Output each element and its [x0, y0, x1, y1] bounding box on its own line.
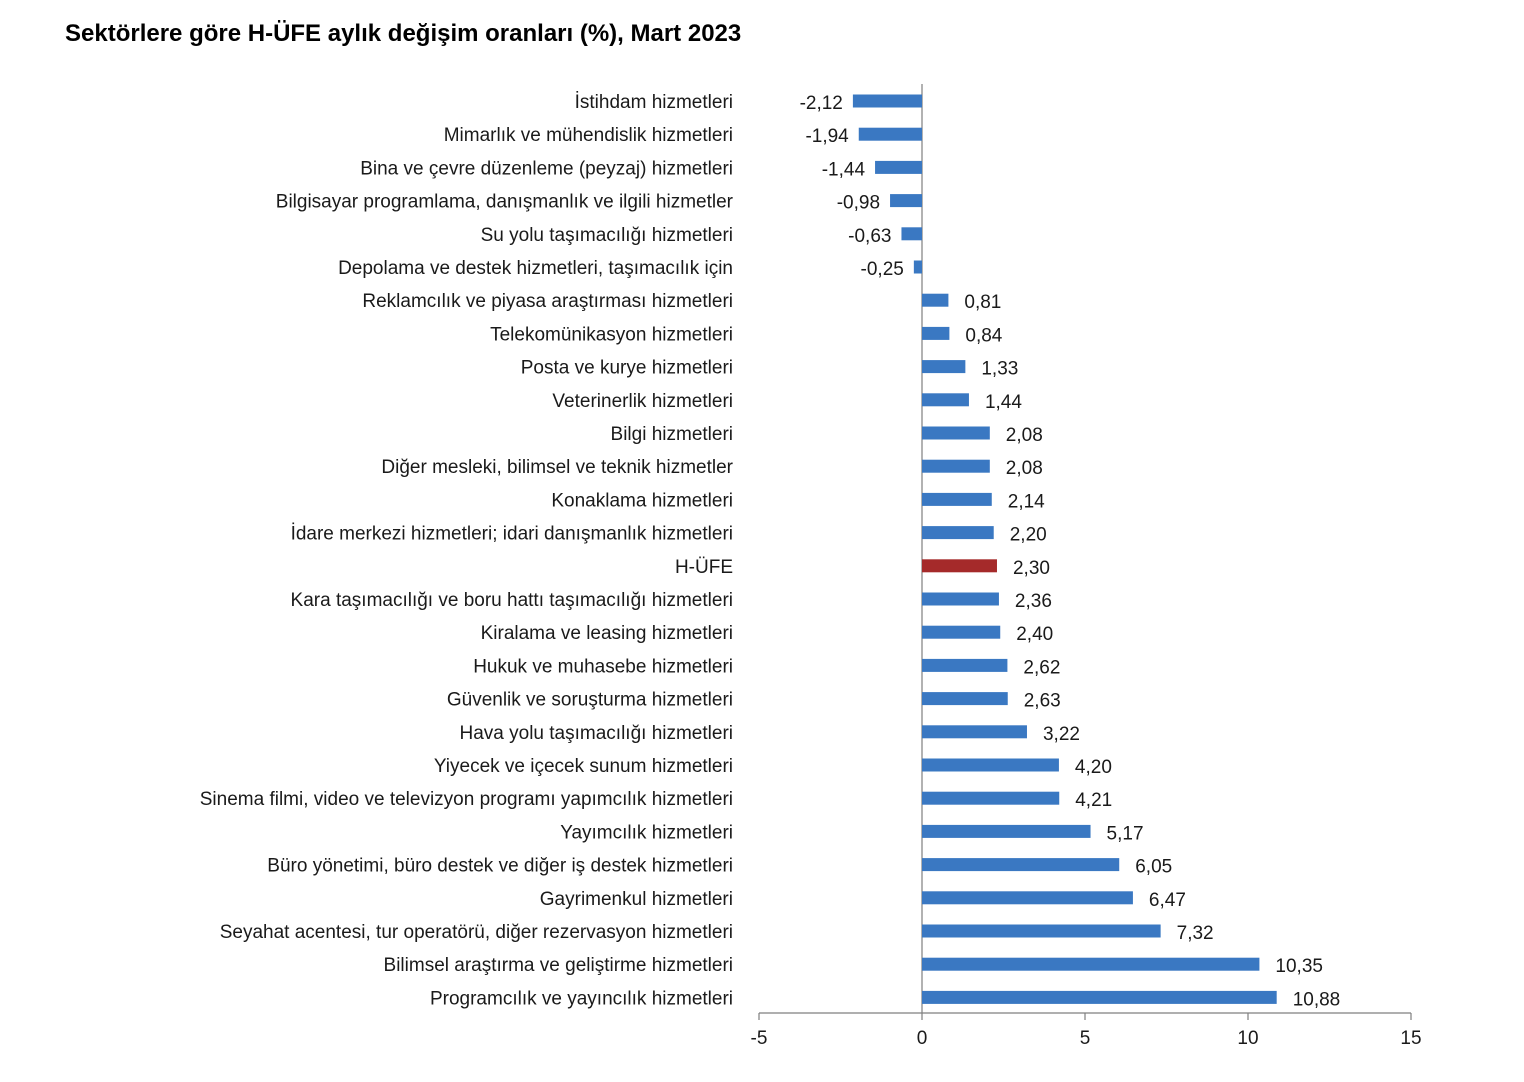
bar: [922, 459, 990, 473]
data-label: 4,20: [1075, 757, 1112, 778]
category-label: Programcılık ve yayıncılık hizmetleri: [430, 988, 733, 1009]
bar: [922, 824, 1091, 838]
data-label: 6,05: [1135, 857, 1172, 878]
category-label: Reklamcılık ve piyasa araştırması hizmet…: [362, 291, 733, 312]
bar: [913, 260, 922, 274]
data-label: -0,98: [837, 193, 880, 214]
x-tick-label: 10: [1237, 1028, 1258, 1049]
bar: [890, 194, 922, 208]
category-label: Telekomünikasyon hizmetleri: [490, 324, 733, 345]
data-label: 5,17: [1107, 823, 1144, 844]
data-label: 2,63: [1024, 691, 1061, 712]
data-label: 3,22: [1043, 724, 1080, 745]
bar: [922, 625, 1001, 639]
category-label: Posta ve kurye hizmetleri: [521, 358, 733, 379]
data-label: 0,84: [965, 325, 1002, 346]
data-label: 6,47: [1149, 890, 1186, 911]
bar: [922, 858, 1120, 872]
category-label: Depolama ve destek hizmetleri, taşımacıl…: [338, 258, 733, 279]
chart-title: Sektörlere göre H-ÜFE aylık değişim oran…: [65, 20, 742, 47]
bar: [922, 692, 1008, 706]
category-label: Diğer mesleki, bilimsel ve teknik hizmet…: [381, 457, 733, 478]
data-label: -0,25: [861, 259, 904, 280]
bar: [922, 492, 992, 506]
data-label: 2,30: [1013, 558, 1050, 579]
bar: [922, 360, 966, 374]
data-label: 2,08: [1006, 458, 1043, 479]
bar: [922, 924, 1161, 938]
category-label: Gayrimenkul hizmetleri: [540, 889, 733, 910]
bar: [922, 791, 1060, 805]
data-label: -1,44: [822, 159, 866, 180]
bar: [922, 293, 949, 307]
data-label: 1,44: [985, 392, 1022, 413]
category-label: Bilgi hizmetleri: [611, 424, 733, 445]
bar: [922, 526, 994, 540]
category-label: Seyahat acentesi, tur operatörü, diğer r…: [220, 922, 733, 943]
bar: [922, 326, 950, 340]
category-label: Konaklama hizmetleri: [551, 490, 733, 511]
x-tick-label: 5: [1080, 1028, 1091, 1049]
category-label: Bilimsel araştırma ve geliştirme hizmetl…: [384, 955, 733, 976]
category-label: Güvenlik ve soruşturma hizmetleri: [447, 690, 733, 711]
bar-highlight: [922, 559, 997, 573]
category-label: Bilgisayar programlama, danışmanlık ve i…: [276, 192, 734, 213]
bar: [852, 94, 922, 108]
category-label: H-ÜFE: [675, 557, 733, 578]
category-label: Veterinerlik hizmetleri: [552, 391, 733, 412]
category-label: Mimarlık ve mühendislik hizmetleri: [444, 125, 733, 146]
data-label: 10,35: [1275, 956, 1323, 977]
data-label: 1,33: [981, 359, 1018, 380]
bar: [922, 725, 1027, 739]
bar: [875, 160, 922, 174]
data-label: 0,81: [964, 292, 1001, 313]
data-label: 2,08: [1006, 425, 1043, 446]
category-label: Hava yolu taşımacılığı hizmetleri: [460, 723, 734, 744]
data-label: 2,36: [1015, 591, 1052, 612]
category-label: Kara taşımacılığı ve boru hattı taşımacı…: [291, 590, 733, 611]
x-tick-label: 15: [1400, 1028, 1421, 1049]
data-label: 10,88: [1293, 989, 1341, 1010]
category-label: Büro yönetimi, büro destek ve diğer iş d…: [267, 856, 733, 877]
bar: [922, 592, 999, 606]
bar: [922, 426, 990, 440]
bar: [922, 957, 1260, 971]
x-tick-label: -5: [751, 1028, 768, 1049]
category-label: Hukuk ve muhasebe hizmetleri: [473, 656, 733, 677]
category-label: Sinema filmi, video ve televizyon progra…: [200, 789, 733, 810]
category-label: İstihdam hizmetleri: [575, 92, 733, 113]
category-label: Bina ve çevre düzenleme (peyzaj) hizmetl…: [360, 158, 733, 179]
category-label: Kiralama ve leasing hizmetleri: [481, 623, 733, 644]
category-label: İdare merkezi hizmetleri; idari danışman…: [291, 524, 733, 545]
data-label: -2,12: [800, 93, 843, 114]
bar: [922, 658, 1008, 672]
data-label: 4,21: [1075, 790, 1112, 811]
data-label: 2,20: [1010, 525, 1047, 546]
bar: [858, 127, 922, 141]
bar: [901, 227, 922, 241]
data-label: 2,40: [1016, 624, 1053, 645]
data-label: -0,63: [848, 226, 891, 247]
bar: [922, 758, 1059, 772]
data-label: 2,14: [1008, 491, 1045, 512]
data-label: 2,62: [1023, 657, 1060, 678]
category-label: Su yolu taşımacılığı hizmetleri: [481, 225, 733, 246]
category-label: Yiyecek ve içecek sunum hizmetleri: [434, 756, 733, 777]
data-label: 7,32: [1177, 923, 1214, 944]
x-tick-label: 0: [917, 1028, 928, 1049]
category-label: Yayımcılık hizmetleri: [560, 822, 733, 843]
data-label: -1,94: [805, 126, 849, 147]
bar: [922, 891, 1133, 905]
bar: [922, 393, 969, 407]
bar: [922, 990, 1277, 1004]
